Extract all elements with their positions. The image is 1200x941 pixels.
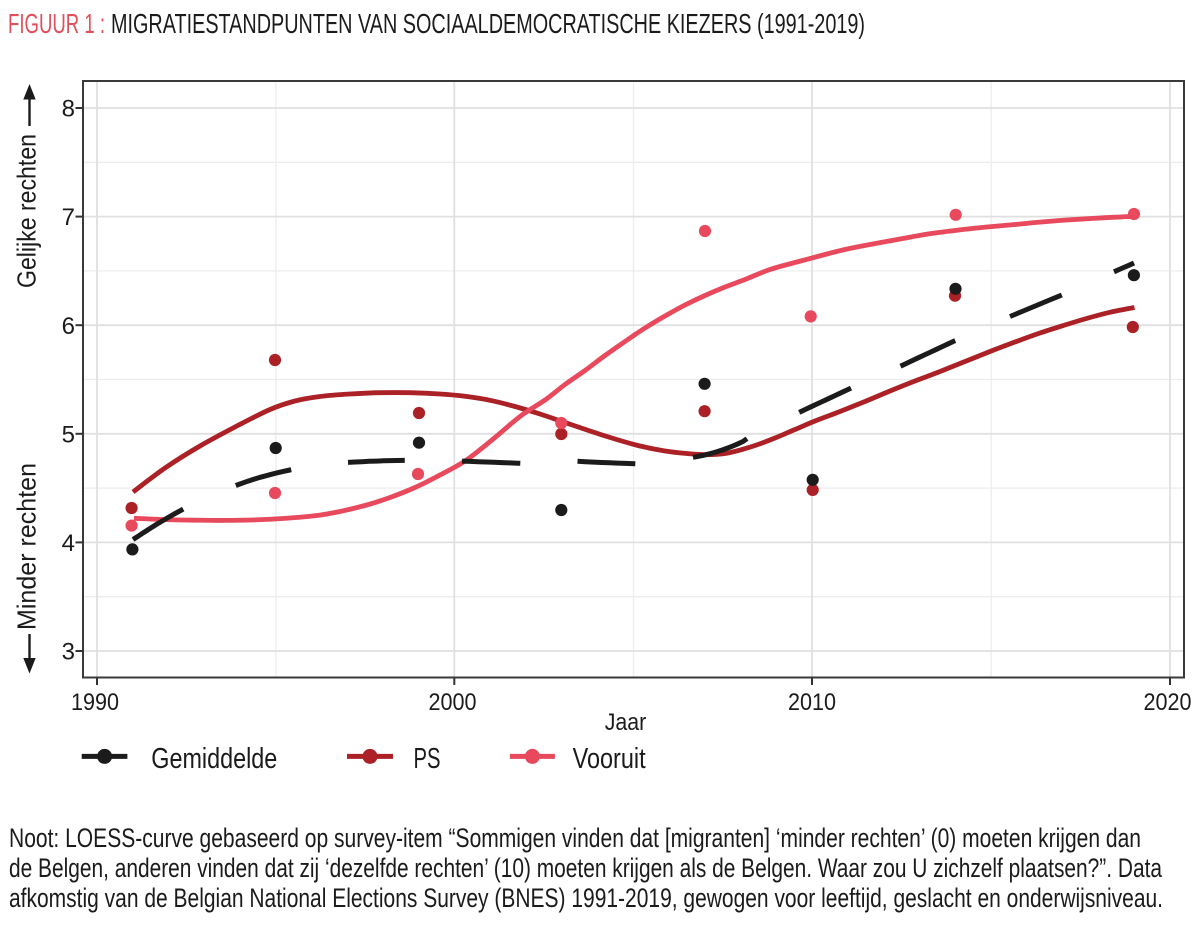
svg-text:afkomstig van de Belgian Natio: afkomstig van de Belgian National Electi… (9, 883, 1163, 913)
svg-text:5: 5 (62, 421, 75, 448)
svg-text:PS: PS (414, 743, 441, 775)
svg-text:1990: 1990 (71, 689, 119, 716)
svg-text:FIGUUR 1 :: FIGUUR 1 : (8, 8, 105, 39)
svg-text:Gemiddelde: Gemiddelde (151, 743, 277, 775)
svg-text:Minder rechten: Minder rechten (12, 463, 42, 630)
svg-text:2010: 2010 (788, 689, 836, 716)
svg-text:Jaar: Jaar (605, 709, 647, 736)
svg-text:4: 4 (62, 530, 75, 557)
svg-text:Gelijke rechten: Gelijke rechten (12, 134, 42, 288)
svg-text:3: 3 (62, 639, 75, 666)
svg-text:6: 6 (62, 313, 75, 340)
svg-text:Vooruit: Vooruit (573, 743, 646, 775)
svg-text:2000: 2000 (429, 689, 477, 716)
svg-text:de Belgen, anderen vinden dat: de Belgen, anderen vinden dat zij ‘dezel… (9, 853, 1163, 883)
svg-text:8: 8 (62, 96, 75, 123)
svg-text:2020: 2020 (1144, 689, 1192, 716)
svg-text:7: 7 (62, 204, 75, 231)
svg-text:Noot: LOESS-curve gebaseerd op: Noot: LOESS-curve gebaseerd op survey-it… (9, 823, 1141, 853)
svg-text:MIGRATIESTANDPUNTEN VAN SOCIAA: MIGRATIESTANDPUNTEN VAN SOCIAALDEMOCRATI… (111, 8, 865, 39)
